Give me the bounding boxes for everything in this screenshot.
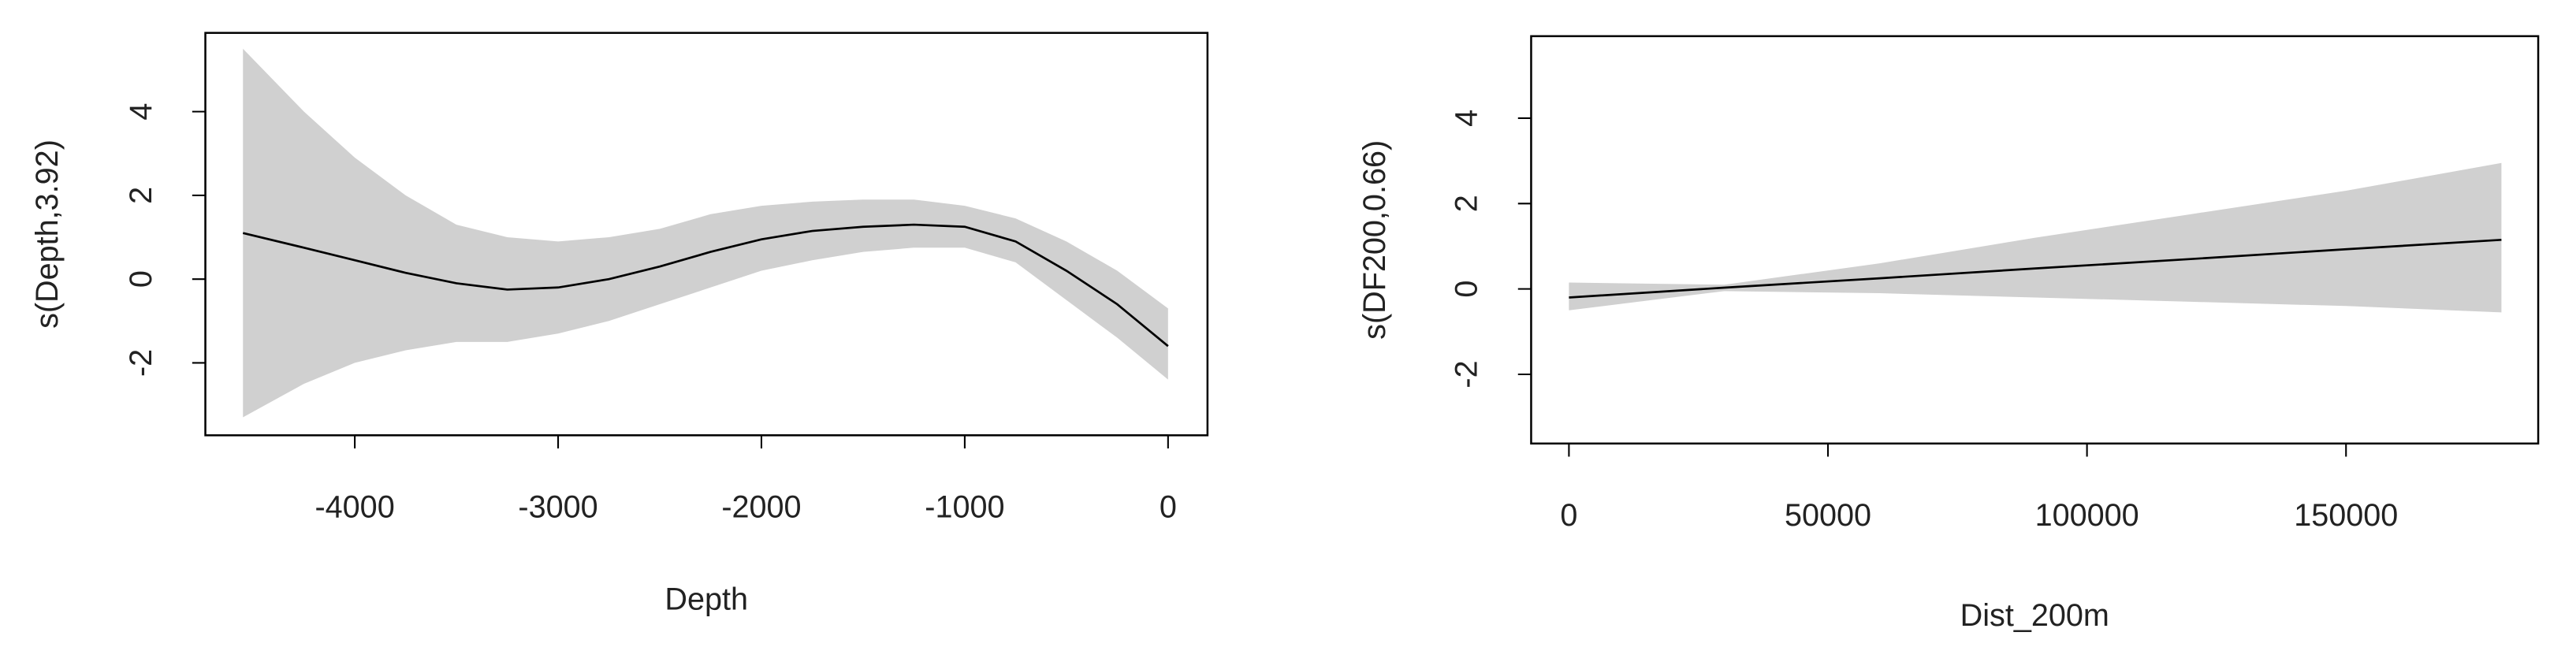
y-tick-label: 4 bbox=[124, 103, 158, 121]
fit-line bbox=[1569, 238, 2502, 299]
x-tick-label: -2000 bbox=[721, 490, 801, 525]
y-tick-label: 0 bbox=[1450, 281, 1484, 298]
y-axis-label: s(DF200,0.66) bbox=[1357, 140, 1392, 340]
x-tick-label: 0 bbox=[1560, 498, 1577, 533]
y-axis-label: s(Depth,3.92) bbox=[30, 139, 65, 329]
confidence-band bbox=[243, 48, 1168, 418]
x-tick-label: -4000 bbox=[315, 490, 394, 525]
y-tick-label: -2 bbox=[124, 349, 158, 377]
x-tick-label: 50000 bbox=[1785, 498, 1871, 533]
x-tick-label: 0 bbox=[1160, 490, 1177, 525]
y-tick-label: 2 bbox=[1450, 195, 1484, 212]
x-tick-label: 150000 bbox=[2294, 498, 2398, 533]
x-tick-label: -1000 bbox=[925, 490, 1004, 525]
x-axis-label: Dist_200m bbox=[1960, 598, 2109, 633]
y-tick-label: 2 bbox=[124, 187, 158, 204]
confidence-band bbox=[1569, 162, 2502, 313]
x-tick-label: -3000 bbox=[518, 490, 597, 525]
y-tick-label: 4 bbox=[1450, 110, 1484, 127]
x-tick-label: 100000 bbox=[2035, 498, 2139, 533]
y-tick-label: 0 bbox=[124, 270, 158, 288]
y-tick-label: -2 bbox=[1450, 360, 1484, 388]
x-axis-label: Depth bbox=[664, 582, 748, 616]
fit-line bbox=[242, 223, 1169, 348]
